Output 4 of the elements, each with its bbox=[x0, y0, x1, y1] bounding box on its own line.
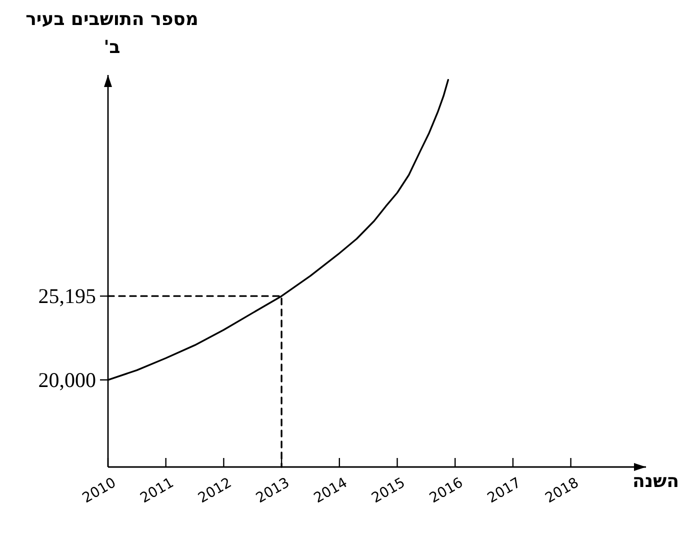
y-tick-label: 25,195 bbox=[38, 284, 96, 308]
y-tick-label: 20,000 bbox=[38, 368, 96, 392]
y-axis-title: מספר התושבים בעיר ב' bbox=[24, 8, 200, 60]
x-axis-title: השנה bbox=[632, 471, 679, 492]
